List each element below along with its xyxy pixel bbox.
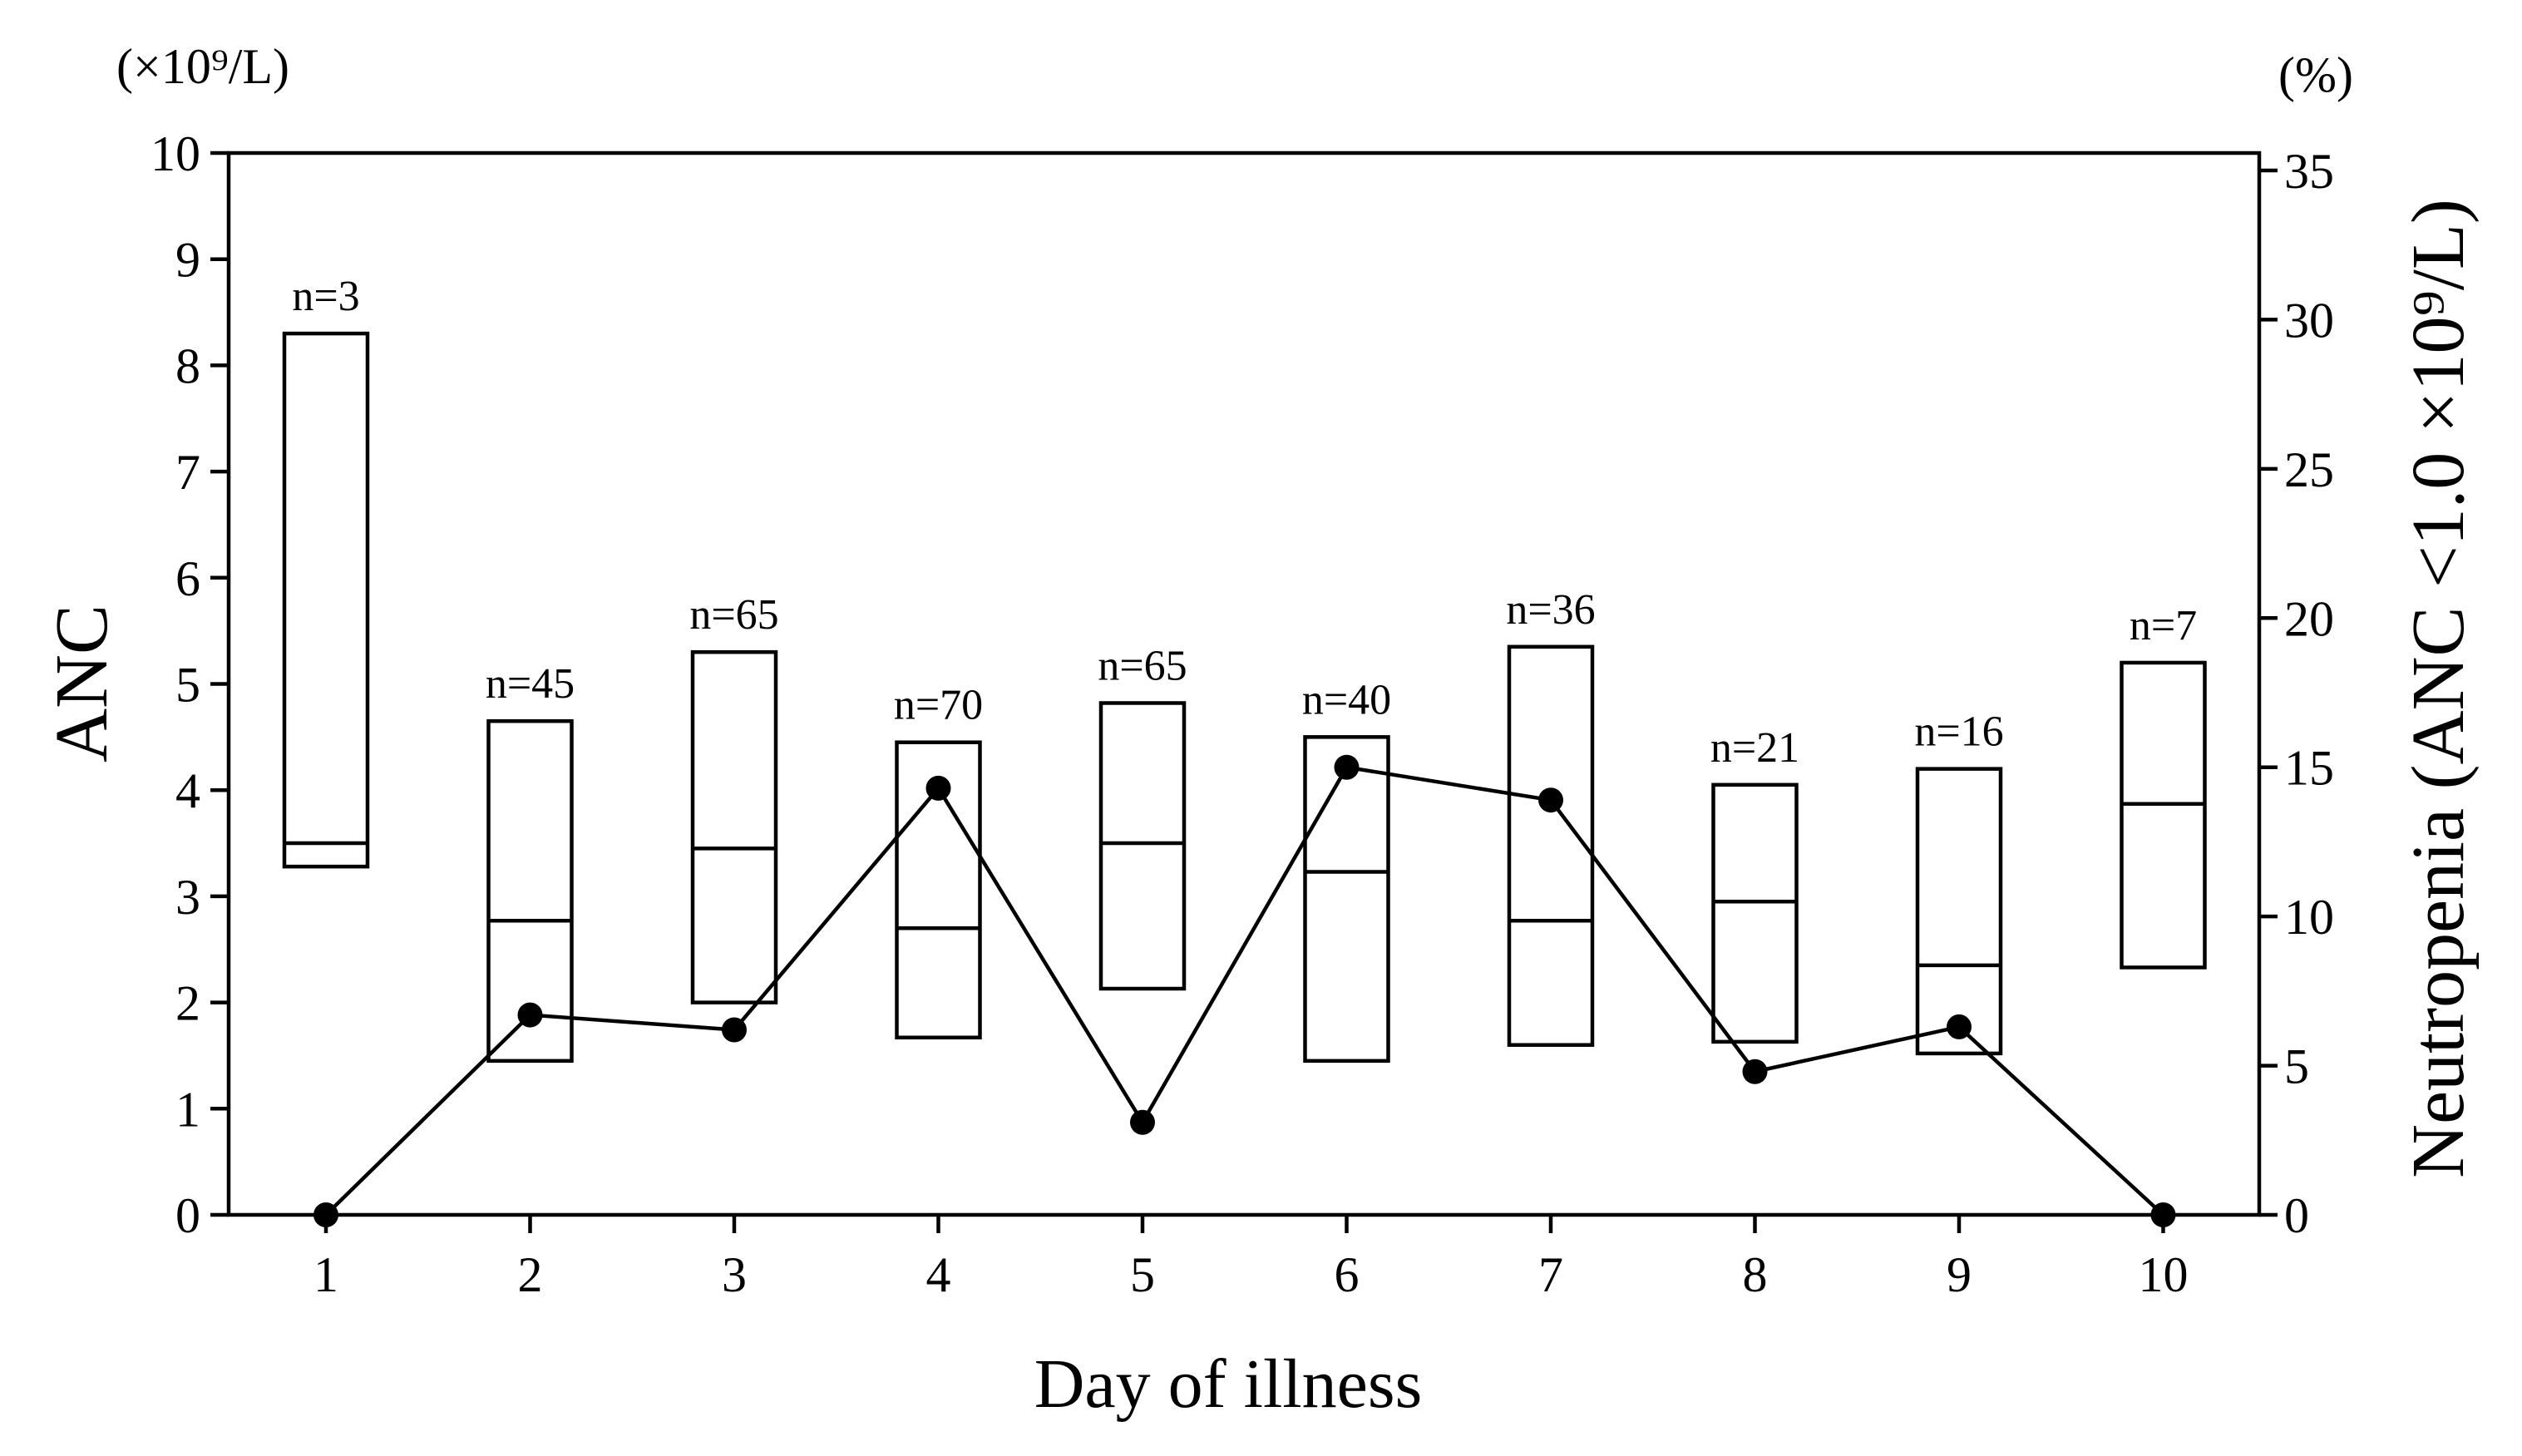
right-y-tick-label: 30 bbox=[2284, 293, 2334, 348]
neutropenia-point-day-5 bbox=[1130, 1109, 1155, 1135]
box-day-3 bbox=[690, 649, 778, 1004]
neutropenia-point-day-6 bbox=[1334, 754, 1360, 780]
x-tick-label: 7 bbox=[1538, 1247, 1563, 1302]
n-label-day-3: n=65 bbox=[689, 591, 778, 639]
n-label-day-2: n=45 bbox=[486, 660, 575, 708]
neutropenia-point-day-4 bbox=[925, 775, 951, 801]
n-label-day-1: n=3 bbox=[292, 273, 359, 320]
neutropenia-point-day-2 bbox=[517, 1002, 543, 1028]
right-y-tick-label: 0 bbox=[2284, 1188, 2309, 1243]
x-axis-title: Day of illness bbox=[1034, 1345, 1423, 1423]
left-y-tick-label: 4 bbox=[175, 763, 200, 818]
left-y-tick-label: 5 bbox=[175, 658, 200, 713]
x-tick-label: 10 bbox=[2139, 1247, 2189, 1302]
neutropenia-point-day-3 bbox=[722, 1017, 747, 1043]
point-layer bbox=[313, 754, 2176, 1227]
neutropenia-point-day-1 bbox=[313, 1202, 338, 1227]
box-day-8 bbox=[1711, 782, 1799, 1044]
n-label-day-4: n=70 bbox=[894, 682, 983, 729]
left-y-tick-label: 10 bbox=[151, 126, 200, 181]
box-day-5 bbox=[1098, 701, 1187, 991]
n-label-day-8: n=21 bbox=[1710, 724, 1799, 772]
x-tick-label: 1 bbox=[313, 1247, 338, 1302]
right-y-tick-label: 5 bbox=[2284, 1039, 2309, 1094]
n-label-day-6: n=40 bbox=[1302, 676, 1391, 723]
left-y-tick-label: 3 bbox=[175, 870, 200, 925]
x-tick-label: 8 bbox=[1743, 1247, 1768, 1302]
n-label-day-9: n=16 bbox=[1914, 708, 2003, 756]
x-tick-label: 5 bbox=[1130, 1247, 1155, 1302]
left-y-tick-label: 8 bbox=[175, 338, 200, 393]
x-tick-label: 4 bbox=[926, 1247, 951, 1302]
neutropenia-point-day-10 bbox=[2150, 1202, 2176, 1227]
neutropenia-point-day-7 bbox=[1538, 787, 1563, 813]
x-tick-label: 2 bbox=[518, 1247, 543, 1302]
neutropenia-point-day-9 bbox=[1947, 1014, 1972, 1039]
right-y-tick-label: 35 bbox=[2284, 144, 2334, 199]
left-y-tick-label: 9 bbox=[175, 233, 200, 288]
box-day-2 bbox=[486, 718, 574, 1064]
neutropenia-point-day-8 bbox=[1742, 1059, 1768, 1084]
right-y-tick-label: 20 bbox=[2284, 591, 2334, 646]
n-label-day-5: n=65 bbox=[1098, 642, 1187, 689]
label-layer: 0 1 2 3 4 5 6 7 8 9 10 0 5 10 15 20 25 30 35 1 2 3 4 5 6 7 8 9 10 n=3… bbox=[41, 39, 2480, 1423]
box-day-6 bbox=[1303, 735, 1390, 1064]
line-layer bbox=[324, 765, 2165, 1217]
right-y-axis-title: Neutropenia (ANC <1.0 ×10⁹/L) bbox=[2397, 199, 2480, 1178]
box-day-7 bbox=[1507, 644, 1595, 1047]
left-y-tick-label: 7 bbox=[175, 445, 200, 500]
right-unit-label: (%) bbox=[2278, 47, 2353, 102]
neutropenia-line bbox=[324, 765, 2165, 1217]
x-tick-label: 3 bbox=[722, 1247, 747, 1302]
box-day-1 bbox=[282, 331, 370, 869]
right-y-tick-label: 15 bbox=[2284, 741, 2334, 796]
right-y-tick-label: 25 bbox=[2284, 442, 2334, 497]
n-label-day-7: n=36 bbox=[1506, 586, 1595, 634]
x-tick-label: 6 bbox=[1335, 1247, 1360, 1302]
box-layer bbox=[282, 331, 2207, 1064]
left-y-tick-label: 6 bbox=[175, 551, 200, 606]
right-y-tick-label: 10 bbox=[2284, 890, 2334, 945]
left-y-tick-label: 2 bbox=[175, 976, 200, 1031]
left-unit-label: (×10⁹/L) bbox=[116, 39, 289, 94]
left-y-axis-title: ANC bbox=[41, 605, 123, 763]
box-day-9 bbox=[1915, 767, 2003, 1056]
left-y-tick-label: 1 bbox=[175, 1082, 200, 1137]
box-day-4 bbox=[895, 740, 982, 1039]
n-label-day-10: n=7 bbox=[2130, 602, 2197, 649]
plot-frame-layer bbox=[210, 151, 2278, 1233]
box-day-10 bbox=[2120, 660, 2207, 970]
x-tick-label: 9 bbox=[1947, 1247, 1972, 1302]
left-y-tick-label: 0 bbox=[175, 1188, 200, 1243]
